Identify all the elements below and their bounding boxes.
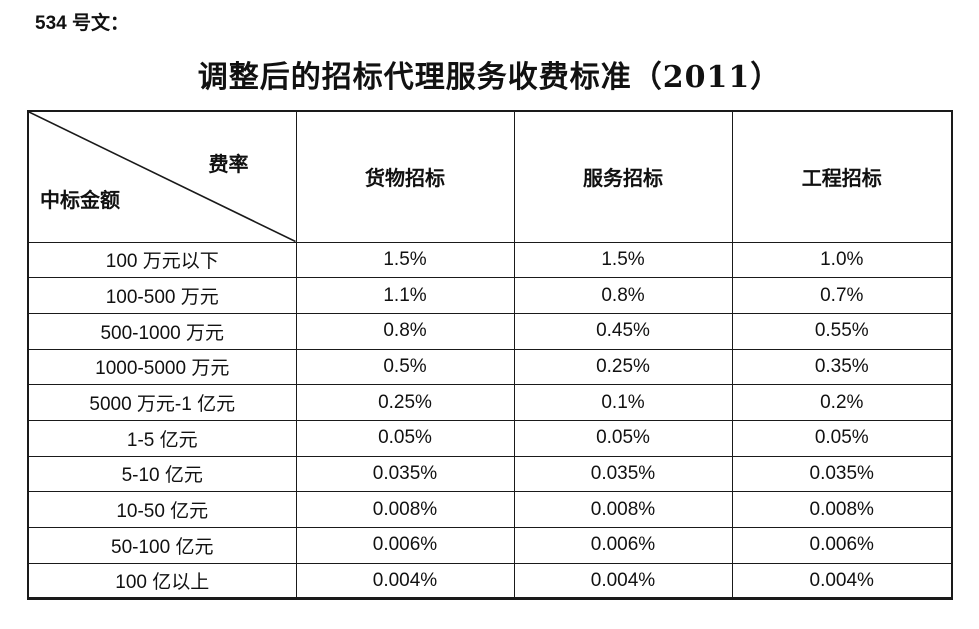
fee-cell: 0.004%: [295, 562, 515, 600]
fee-cell: 0.2%: [731, 384, 953, 421]
fee-cell: 0.05%: [295, 419, 515, 457]
row-label: 5000 万元-1 亿元: [27, 384, 297, 421]
fee-cell: 1.0%: [731, 241, 953, 279]
column-header-works-bidding: 工程招标: [731, 110, 953, 243]
table-row: 50-100 亿元 0.006% 0.006% 0.006%: [27, 527, 953, 564]
fee-cell: 0.004%: [513, 562, 733, 600]
fee-standard-table: 费率 中标金额 货物招标 服务招标 工程招标 100 万元以下 1.5% 1.5…: [27, 110, 953, 601]
column-header-goods-bidding: 货物招标: [295, 110, 515, 243]
fee-cell: 0.008%: [731, 491, 953, 528]
column-header-service-bidding: 服务招标: [513, 110, 733, 243]
table-row: 1000-5000 万元 0.5% 0.25% 0.35%: [27, 348, 953, 386]
row-label: 1000-5000 万元: [27, 348, 297, 386]
table-header-row: 费率 中标金额 货物招标 服务招标 工程招标: [27, 110, 953, 243]
fee-cell: 0.25%: [295, 384, 515, 421]
fee-cell: 0.25%: [513, 348, 733, 386]
fee-cell: 0.05%: [731, 419, 953, 457]
row-label: 10-50 亿元: [27, 491, 297, 528]
fee-cell: 0.035%: [513, 455, 733, 493]
fee-cell: 0.008%: [295, 491, 515, 528]
fee-cell: 0.004%: [731, 562, 953, 600]
table-row: 5-10 亿元 0.035% 0.035% 0.035%: [27, 455, 953, 493]
corner-header-cell: 费率 中标金额: [27, 110, 297, 243]
row-label: 1-5 亿元: [27, 419, 297, 457]
fee-cell: 0.05%: [513, 419, 733, 457]
fee-cell: 0.006%: [731, 527, 953, 564]
fee-cell: 0.8%: [513, 277, 733, 314]
fee-cell: 1.5%: [295, 241, 515, 279]
fee-cell: 0.006%: [513, 527, 733, 564]
row-label: 500-1000 万元: [27, 312, 297, 350]
table-row: 100 亿以上 0.004% 0.004% 0.004%: [27, 562, 953, 600]
row-label: 50-100 亿元: [27, 527, 297, 564]
fee-cell: 1.5%: [513, 241, 733, 279]
fee-cell: 0.8%: [295, 312, 515, 350]
corner-label-amount: 中标金额: [40, 188, 120, 212]
table-row: 500-1000 万元 0.8% 0.45% 0.55%: [27, 312, 953, 350]
fee-cell: 0.008%: [513, 491, 733, 528]
fee-cell: 0.006%: [295, 527, 515, 564]
page-title: 调整后的招标代理服务收费标准（2011）: [197, 60, 782, 95]
table-row: 100-500 万元 1.1% 0.8% 0.7%: [27, 277, 953, 314]
document-ref-label: 534 号文：: [35, 13, 129, 34]
fee-cell: 0.1%: [513, 384, 733, 421]
fee-cell: 0.55%: [731, 312, 953, 350]
row-label: 100-500 万元: [27, 277, 297, 314]
fee-cell: 0.35%: [731, 348, 953, 386]
fee-cell: 0.7%: [731, 277, 953, 314]
row-label: 100 万元以下: [27, 241, 297, 279]
fee-cell: 0.035%: [731, 455, 953, 493]
fee-cell: 1.1%: [295, 277, 515, 314]
table-row: 5000 万元-1 亿元 0.25% 0.1% 0.2%: [27, 384, 953, 421]
table-row: 1-5 亿元 0.05% 0.05% 0.05%: [27, 419, 953, 457]
fee-cell: 0.45%: [513, 312, 733, 350]
table-row: 10-50 亿元 0.008% 0.008% 0.008%: [27, 491, 953, 528]
corner-label-rate: 费率: [208, 152, 249, 176]
row-label: 5-10 亿元: [27, 455, 297, 493]
fee-cell: 0.035%: [295, 455, 515, 493]
diagonal-divider-line: [29, 112, 296, 242]
fee-cell: 0.5%: [295, 348, 515, 386]
table-row: 100 万元以下 1.5% 1.5% 1.0%: [27, 241, 953, 279]
row-label: 100 亿以上: [27, 562, 297, 600]
